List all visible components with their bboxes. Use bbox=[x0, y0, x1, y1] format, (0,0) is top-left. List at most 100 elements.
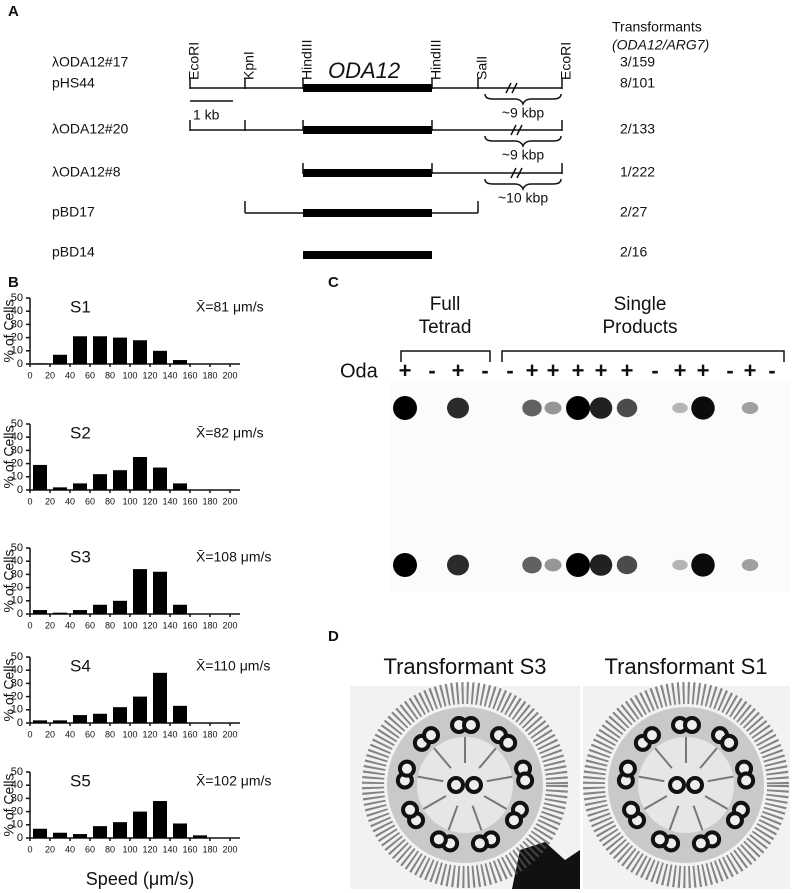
site-label: HindIII bbox=[299, 40, 315, 80]
x-tick-label: 140 bbox=[162, 844, 177, 854]
gene-box bbox=[303, 209, 432, 217]
blot-band bbox=[616, 555, 638, 575]
break-mark bbox=[510, 167, 517, 179]
y-tick-label: 40 bbox=[11, 555, 23, 567]
y-tick-label: 10 bbox=[11, 819, 23, 831]
site-label: EcoRI bbox=[558, 42, 574, 80]
x-axis-label: Speed (μm/s) bbox=[86, 869, 194, 889]
bar bbox=[173, 483, 187, 490]
x-tick-label: 200 bbox=[222, 370, 237, 380]
x-tick-label: 100 bbox=[122, 496, 137, 506]
x-tick-label: 200 bbox=[222, 844, 237, 854]
bar bbox=[53, 354, 67, 364]
y-axis-label: % of Cells bbox=[1, 299, 17, 362]
mean-annotation: X̄=108 μm/s bbox=[196, 549, 271, 565]
genotype-sign: + bbox=[399, 358, 412, 383]
x-tick-label: 40 bbox=[65, 620, 75, 630]
doublet bbox=[429, 830, 448, 849]
doublet bbox=[737, 771, 756, 790]
clone-name: λODA12#8 bbox=[52, 164, 121, 180]
panel-label: C bbox=[328, 274, 339, 291]
group-title: Full bbox=[430, 294, 461, 315]
image-title: Transformant S3 bbox=[383, 654, 546, 679]
y-tick-label: 50 bbox=[11, 651, 23, 663]
bar bbox=[53, 832, 67, 838]
x-tick-label: 160 bbox=[182, 620, 197, 630]
x-tick-label: 180 bbox=[202, 370, 217, 380]
central-pair bbox=[447, 776, 465, 794]
bar bbox=[73, 610, 87, 614]
y-tick-label: 50 bbox=[11, 292, 23, 304]
x-tick-label: 140 bbox=[162, 496, 177, 506]
scale-label: 1 kb bbox=[193, 107, 220, 123]
genotype-sign: + bbox=[572, 358, 585, 383]
bar bbox=[93, 336, 107, 364]
transformant-ratio: 2/16 bbox=[620, 244, 647, 260]
bar bbox=[93, 713, 107, 723]
x-tick-label: 100 bbox=[122, 844, 137, 854]
doublet bbox=[691, 834, 710, 853]
doublet bbox=[622, 800, 641, 819]
doublet bbox=[499, 733, 518, 752]
chart-title: S3 bbox=[70, 547, 91, 566]
transformant-ratio: 1/222 bbox=[620, 164, 655, 180]
x-tick-label: 0 bbox=[27, 729, 32, 739]
x-tick-label: 120 bbox=[142, 620, 157, 630]
x-tick-label: 0 bbox=[27, 496, 32, 506]
central-pair bbox=[686, 776, 704, 794]
x-tick-label: 20 bbox=[45, 496, 55, 506]
transformant-ratio: 2/27 bbox=[620, 204, 647, 220]
spoke bbox=[478, 747, 497, 769]
x-tick-label: 40 bbox=[65, 370, 75, 380]
y-tick-label: 40 bbox=[11, 779, 23, 791]
y-axis-label: % of Cells bbox=[1, 658, 17, 721]
bar bbox=[113, 337, 127, 364]
group-title: Products bbox=[603, 317, 678, 338]
mean-annotation: X̄=81 μm/s bbox=[196, 299, 264, 315]
y-tick-label: 20 bbox=[11, 458, 23, 470]
genotype-sign: - bbox=[428, 358, 435, 383]
gene-box bbox=[303, 251, 432, 259]
x-tick-label: 40 bbox=[65, 496, 75, 506]
y-tick-label: 40 bbox=[11, 664, 23, 676]
site-label: SalI bbox=[474, 56, 490, 80]
x-tick-label: 60 bbox=[85, 844, 95, 854]
x-tick-label: 40 bbox=[65, 729, 75, 739]
brace bbox=[484, 135, 562, 149]
x-tick-label: 60 bbox=[85, 370, 95, 380]
bar bbox=[113, 707, 127, 723]
blot-band bbox=[566, 396, 590, 420]
y-tick-label: 0 bbox=[17, 358, 23, 370]
gap-label: ~9 kbp bbox=[502, 105, 545, 121]
doublet bbox=[422, 726, 441, 745]
bar bbox=[133, 457, 147, 490]
gene-box bbox=[303, 84, 432, 92]
bar bbox=[153, 672, 167, 723]
y-tick-label: 30 bbox=[11, 568, 23, 580]
bar bbox=[113, 600, 127, 614]
transformant-ratio: 2/133 bbox=[620, 121, 655, 137]
spoke bbox=[668, 805, 680, 831]
break-mark bbox=[510, 124, 517, 136]
genotype-sign: + bbox=[452, 358, 465, 383]
y-tick-label: 30 bbox=[11, 792, 23, 804]
break-mark bbox=[505, 82, 512, 94]
panel-label: D bbox=[328, 628, 339, 645]
x-tick-label: 100 bbox=[122, 370, 137, 380]
x-tick-label: 60 bbox=[85, 496, 95, 506]
bar bbox=[133, 340, 147, 364]
bar bbox=[33, 720, 47, 723]
spoke bbox=[654, 747, 673, 769]
doublet bbox=[650, 830, 669, 849]
x-tick-label: 80 bbox=[105, 844, 115, 854]
x-tick-label: 180 bbox=[202, 844, 217, 854]
central-pair bbox=[465, 776, 483, 794]
spoke bbox=[486, 775, 513, 783]
spoke bbox=[433, 747, 452, 769]
genotype-sign: - bbox=[651, 358, 658, 383]
clone-name: pBD14 bbox=[52, 244, 95, 260]
bar bbox=[173, 823, 187, 838]
bar bbox=[193, 835, 207, 838]
blot-band bbox=[691, 396, 715, 420]
bar bbox=[33, 828, 47, 838]
